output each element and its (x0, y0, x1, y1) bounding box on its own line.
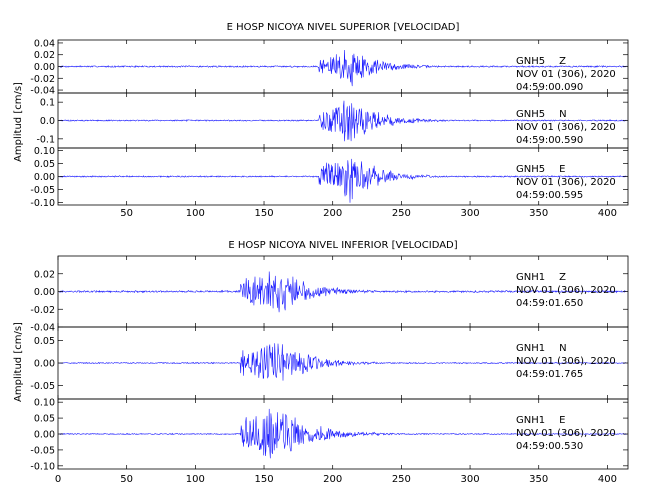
x-tick-label: 250 (392, 208, 411, 219)
trace-line (59, 158, 627, 203)
y-tick-label: -0.04 (30, 323, 55, 334)
station-label: GNH5 Z (516, 56, 566, 67)
y-tick-label: 0.05 (34, 336, 55, 347)
x-tick-label: 100 (186, 474, 205, 485)
station-name: GNH1 (516, 415, 545, 426)
x-tick-label: 100 (186, 208, 205, 219)
trace-line (59, 49, 627, 87)
station-label: GNH5 N (516, 109, 567, 120)
panel-gnh1-n: 0.05 0.00 -0.05 GNH1 N NOV 01 (306), 2020 04:5… (30, 326, 629, 400)
trace-line (59, 271, 627, 313)
x-tick-label: 0 (55, 474, 61, 485)
x-tick-label: 300 (461, 474, 480, 485)
y-tick-label: 0.00 (34, 359, 55, 370)
trace-line (59, 408, 627, 459)
y-tick-label: -0.05 (30, 185, 55, 196)
trace-line (59, 343, 627, 381)
y-tick-label: 0.00 (34, 62, 55, 73)
y-tick-label: 0.04 (34, 38, 55, 49)
y-tick-label: 0.05 (34, 159, 55, 170)
y-tick-label: 0.02 (34, 50, 55, 61)
y-tick-label: -0.1 (36, 134, 55, 145)
y-tick-label: 0.10 (34, 146, 55, 157)
component-name: Z (559, 272, 566, 283)
chart-title: E HOSP NICOYA NIVEL INFERIOR [VELOCIDAD] (228, 240, 457, 251)
x-tick-label: 150 (254, 208, 273, 219)
y-tick-label: 0.00 (34, 172, 55, 183)
x-tick-label: 200 (323, 474, 342, 485)
y-tick-label: 0.00 (34, 430, 55, 441)
record-time: 04:59:00.595 (516, 190, 583, 201)
component-name: E (559, 164, 565, 175)
component-name: N (559, 109, 566, 120)
y-tick-label: 0.1 (40, 98, 55, 109)
record-date: NOV 01 (306), 2020 (516, 428, 616, 439)
x-tick-label: 150 (254, 474, 273, 485)
trace-line (59, 100, 627, 142)
record-time: 04:59:00.090 (516, 82, 583, 93)
x-tick-label: 50 (120, 208, 133, 219)
panel-gnh5-e: 0.10 0.05 0.00 -0.05 -0.10 GNH5 E NOV 01 (306),… (30, 146, 629, 209)
y-tick-label: -0.04 (30, 86, 55, 97)
station-label: GNH1 N (516, 343, 567, 354)
record-date: NOV 01 (306), 2020 (516, 69, 616, 80)
y-tick-label: -0.05 (30, 445, 55, 456)
y-tick-label: -0.02 (30, 305, 55, 316)
station-label: GNH1 Z (516, 272, 566, 283)
chart-title: E HOSP NICOYA NIVEL SUPERIOR [VELOCIDAD] (227, 22, 460, 33)
y-tick-label: -0.10 (30, 461, 55, 472)
record-date: NOV 01 (306), 2020 (516, 177, 616, 188)
y-tick-label: 0.00 (34, 287, 55, 298)
y-tick-label: 0.05 (34, 414, 55, 425)
y-axis-label: Amplitud [cm/s] (13, 322, 24, 402)
record-date: NOV 01 (306), 2020 (516, 356, 616, 367)
record-time: 04:59:00.530 (516, 441, 583, 452)
component-name: E (559, 415, 565, 426)
station-name: GNH5 (516, 164, 545, 175)
record-date: NOV 01 (306), 2020 (516, 122, 616, 133)
record-time: 04:59:00.590 (516, 135, 583, 146)
station-label: GNH5 E (516, 164, 565, 175)
panel-gnh1-e: 0.10 0.05 0.00 -0.05 -0.10 GNH1 E NOV 01 (306),… (30, 398, 629, 472)
y-tick-label: -0.05 (30, 381, 55, 392)
y-tick-label: 0.0 (40, 116, 55, 127)
x-tick-label: 300 (461, 208, 480, 219)
x-tick-label: 50 (120, 474, 133, 485)
y-tick-label: 0.02 (34, 269, 55, 280)
record-time: 04:59:01.765 (516, 369, 583, 380)
x-tick-label: 400 (598, 208, 617, 219)
station-name: GNH5 (516, 109, 545, 120)
x-tick-label: 200 (323, 208, 342, 219)
y-tick-label: 0.10 (34, 398, 55, 409)
station-name: GNH1 (516, 343, 545, 354)
record-time: 04:59:01.650 (516, 298, 583, 309)
x-tick-label: 400 (598, 474, 617, 485)
station-name: GNH1 (516, 272, 545, 283)
y-axis-label: Amplitud [cm/s] (13, 82, 24, 162)
y-tick-label: -0.02 (30, 74, 55, 85)
record-date: NOV 01 (306), 2020 (516, 285, 616, 296)
x-tick-label: 250 (392, 474, 411, 485)
component-name: Z (559, 56, 566, 67)
station-label: GNH1 E (516, 415, 565, 426)
component-name: N (559, 343, 566, 354)
y-tick-label: -0.10 (30, 198, 55, 209)
station-name: GNH5 (516, 56, 545, 67)
x-tick-label: 350 (529, 208, 548, 219)
x-tick-label: 350 (529, 474, 548, 485)
